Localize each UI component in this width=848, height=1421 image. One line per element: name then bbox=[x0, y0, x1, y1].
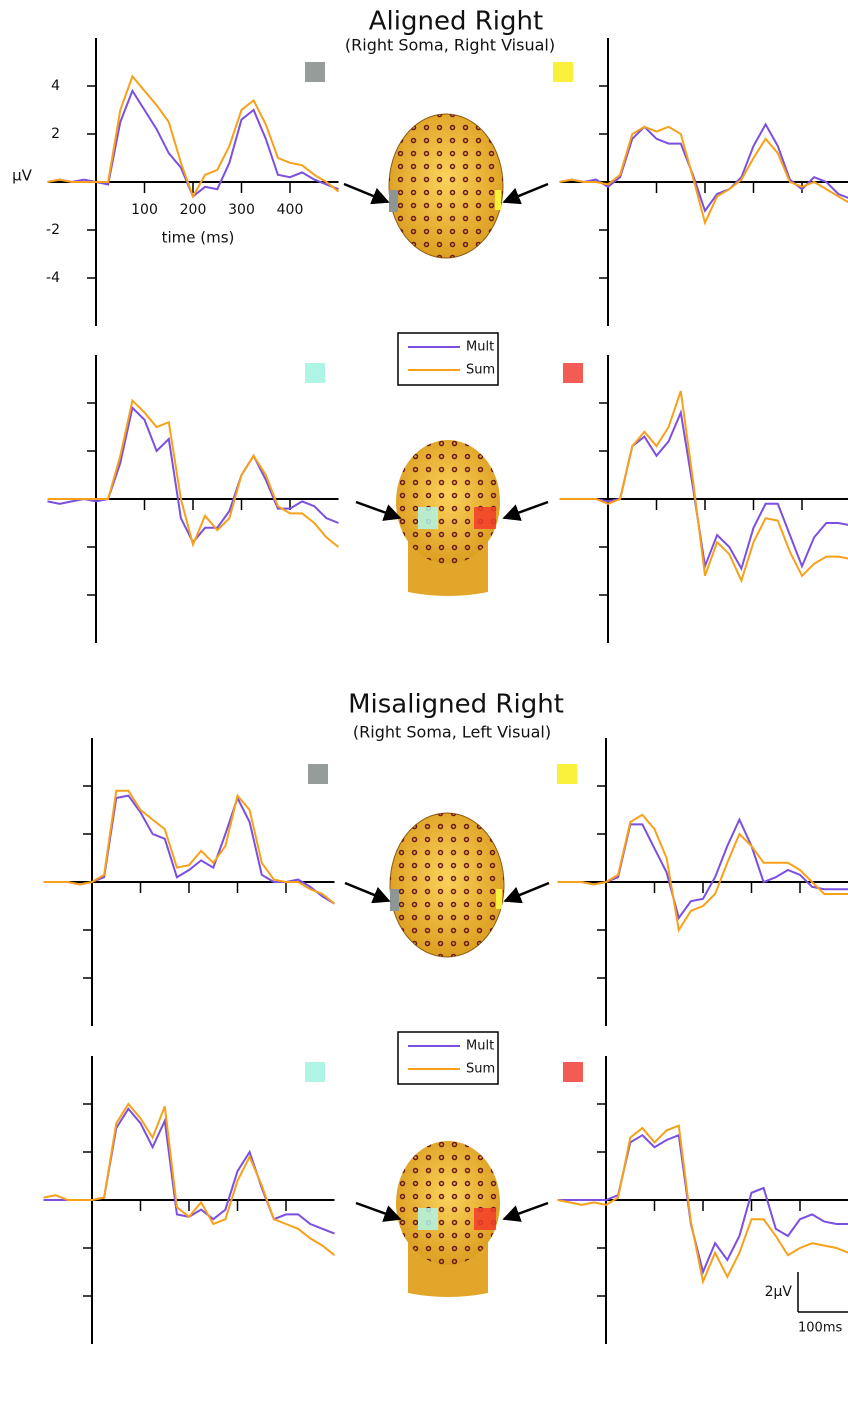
electrode-marker bbox=[563, 1062, 583, 1082]
panel bbox=[560, 355, 848, 643]
panel bbox=[44, 1056, 335, 1344]
x-axis-label: time (ms) bbox=[162, 229, 235, 247]
y-tick-label: 2 bbox=[51, 126, 60, 142]
electrode-marker bbox=[553, 62, 573, 82]
electrode-marker bbox=[305, 62, 325, 82]
figure: Aligned Right (Right Soma, Right Visual)… bbox=[0, 0, 848, 1421]
y-tick-label: 4 bbox=[51, 78, 60, 94]
legend-label: Sum bbox=[466, 1062, 495, 1077]
y-tick-label: -4 bbox=[46, 270, 60, 286]
x-tick-label: 100 bbox=[131, 202, 158, 218]
page: Aligned Right (Right Soma, Right Visual)… bbox=[0, 0, 848, 1421]
electrode-marker bbox=[305, 1062, 325, 1082]
series-line bbox=[560, 124, 848, 210]
legend-label: Mult bbox=[466, 340, 494, 355]
x-tick-label: 300 bbox=[228, 202, 255, 218]
series-line bbox=[48, 91, 339, 197]
head-top-view bbox=[344, 114, 548, 258]
panel bbox=[558, 1056, 848, 1344]
legend: Mult Sum bbox=[398, 333, 498, 385]
electrode-marker bbox=[563, 363, 583, 383]
head-back-view bbox=[356, 1141, 548, 1297]
legend-label: Mult bbox=[466, 1039, 494, 1054]
section-title: Misaligned Right bbox=[348, 690, 564, 720]
series-line bbox=[48, 408, 339, 542]
section-title: Aligned Right bbox=[369, 7, 543, 37]
x-tick-label: 400 bbox=[277, 202, 304, 218]
section-subtitle: (Right Soma, Left Visual) bbox=[353, 723, 551, 742]
series-line bbox=[44, 1109, 335, 1234]
scale-label: 2µV bbox=[765, 1284, 793, 1300]
panel bbox=[44, 738, 335, 1026]
electrode-marker bbox=[305, 363, 325, 383]
panel: -4 -2 2 4 100 200 300 400 time (ms) µV bbox=[12, 38, 338, 326]
series-line bbox=[44, 1104, 335, 1255]
section-subtitle: (Right Soma, Right Visual) bbox=[345, 36, 555, 55]
series-line bbox=[48, 401, 339, 547]
panel bbox=[48, 355, 339, 643]
head-top-view bbox=[345, 813, 549, 957]
series-line bbox=[558, 815, 848, 930]
panel bbox=[553, 38, 848, 326]
electrode-marker bbox=[308, 764, 328, 784]
x-tick-label: 200 bbox=[180, 202, 207, 218]
series-line bbox=[48, 76, 339, 196]
y-tick-label: -2 bbox=[46, 222, 60, 238]
legend-label: Sum bbox=[466, 363, 495, 378]
legend: Mult Sum bbox=[398, 1032, 498, 1084]
panel bbox=[557, 738, 848, 1026]
electrode-marker bbox=[557, 764, 577, 784]
scale-label: 100ms bbox=[798, 1321, 842, 1336]
scale-bar: 2µV 100ms bbox=[765, 1272, 848, 1336]
series-line bbox=[560, 413, 848, 569]
y-axis-label: µV bbox=[12, 167, 33, 185]
head-back-view bbox=[356, 440, 548, 596]
